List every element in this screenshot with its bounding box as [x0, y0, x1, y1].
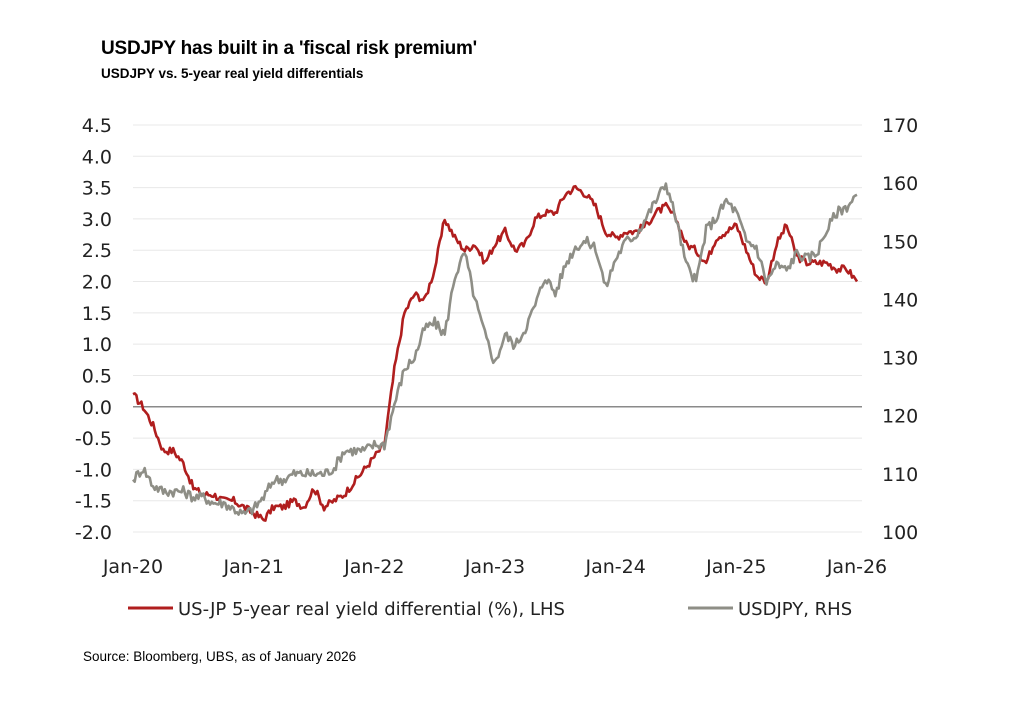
chart-title: USDJPY has built in a 'fiscal risk premi… [101, 38, 477, 59]
right-y-tick-label: 130 [882, 348, 918, 370]
gridlines [133, 124, 862, 533]
x-tick-label: Jan-21 [223, 556, 284, 578]
x-axis: Jan-20 Jan-21 Jan-22 Jan-23 Jan-24 Jan-25 Jan-… [102, 556, 887, 578]
right-y-tick-label: 170 [882, 115, 918, 137]
chart-subtitle: USDJPY vs. 5-year real yield differentia… [101, 66, 364, 81]
left-y-tick-label: -1.0 [75, 459, 112, 481]
series-lines [132, 182, 859, 522]
right-y-tick-label: 110 [882, 464, 918, 486]
right-y-tick-label: 100 [882, 522, 918, 544]
left-y-tick-label: -0.5 [75, 428, 112, 450]
x-tick-label: Jan-22 [343, 556, 404, 578]
left-y-tick-label: 1.0 [82, 334, 112, 356]
legend-label: USDJPY, RHS [738, 599, 852, 620]
right-y-axis: 170 160 150 140 130 120 110 100 [882, 115, 918, 544]
source-note: Source: Bloomberg, UBS, as of January 20… [83, 649, 357, 664]
right-y-tick-label: 140 [882, 289, 918, 311]
x-tick-label: Jan-20 [102, 556, 163, 578]
left-y-tick-label: -2.0 [75, 522, 112, 544]
left-y-tick-label: -1.5 [75, 491, 112, 513]
left-y-tick-label: 3.0 [82, 209, 112, 231]
left-y-tick-label: 1.5 [82, 303, 112, 325]
x-tick-label: Jan-24 [585, 556, 646, 578]
left-y-tick-label: 4.5 [82, 115, 112, 137]
left-y-tick-label: 0.5 [82, 365, 112, 387]
left-y-tick-label: 2.5 [82, 240, 112, 262]
right-y-tick-label: 120 [882, 406, 918, 428]
left-y-axis: 4.5 4.0 3.5 3.0 2.5 2.0 1.5 1.0 0.5 0.0 -0.5 -1.0 -1… [75, 115, 112, 544]
left-y-tick-label: 3.5 [82, 178, 112, 200]
legend: US-JP 5-year real yield differential (%)… [128, 599, 852, 620]
right-y-tick-label: 150 [882, 231, 918, 253]
left-y-tick-label: 0.0 [82, 397, 112, 419]
left-y-tick-label: 2.0 [82, 272, 112, 294]
series-line-yield-differential [132, 184, 859, 522]
x-tick-label: Jan-25 [705, 556, 766, 578]
series-line-usdjpy [132, 182, 858, 516]
left-y-tick-label: 4.0 [82, 146, 112, 168]
legend-label: US-JP 5-year real yield differential (%)… [178, 599, 565, 620]
right-y-tick-label: 160 [882, 173, 918, 195]
x-tick-label: Jan-23 [464, 556, 525, 578]
x-tick-label: Jan-26 [826, 556, 887, 578]
